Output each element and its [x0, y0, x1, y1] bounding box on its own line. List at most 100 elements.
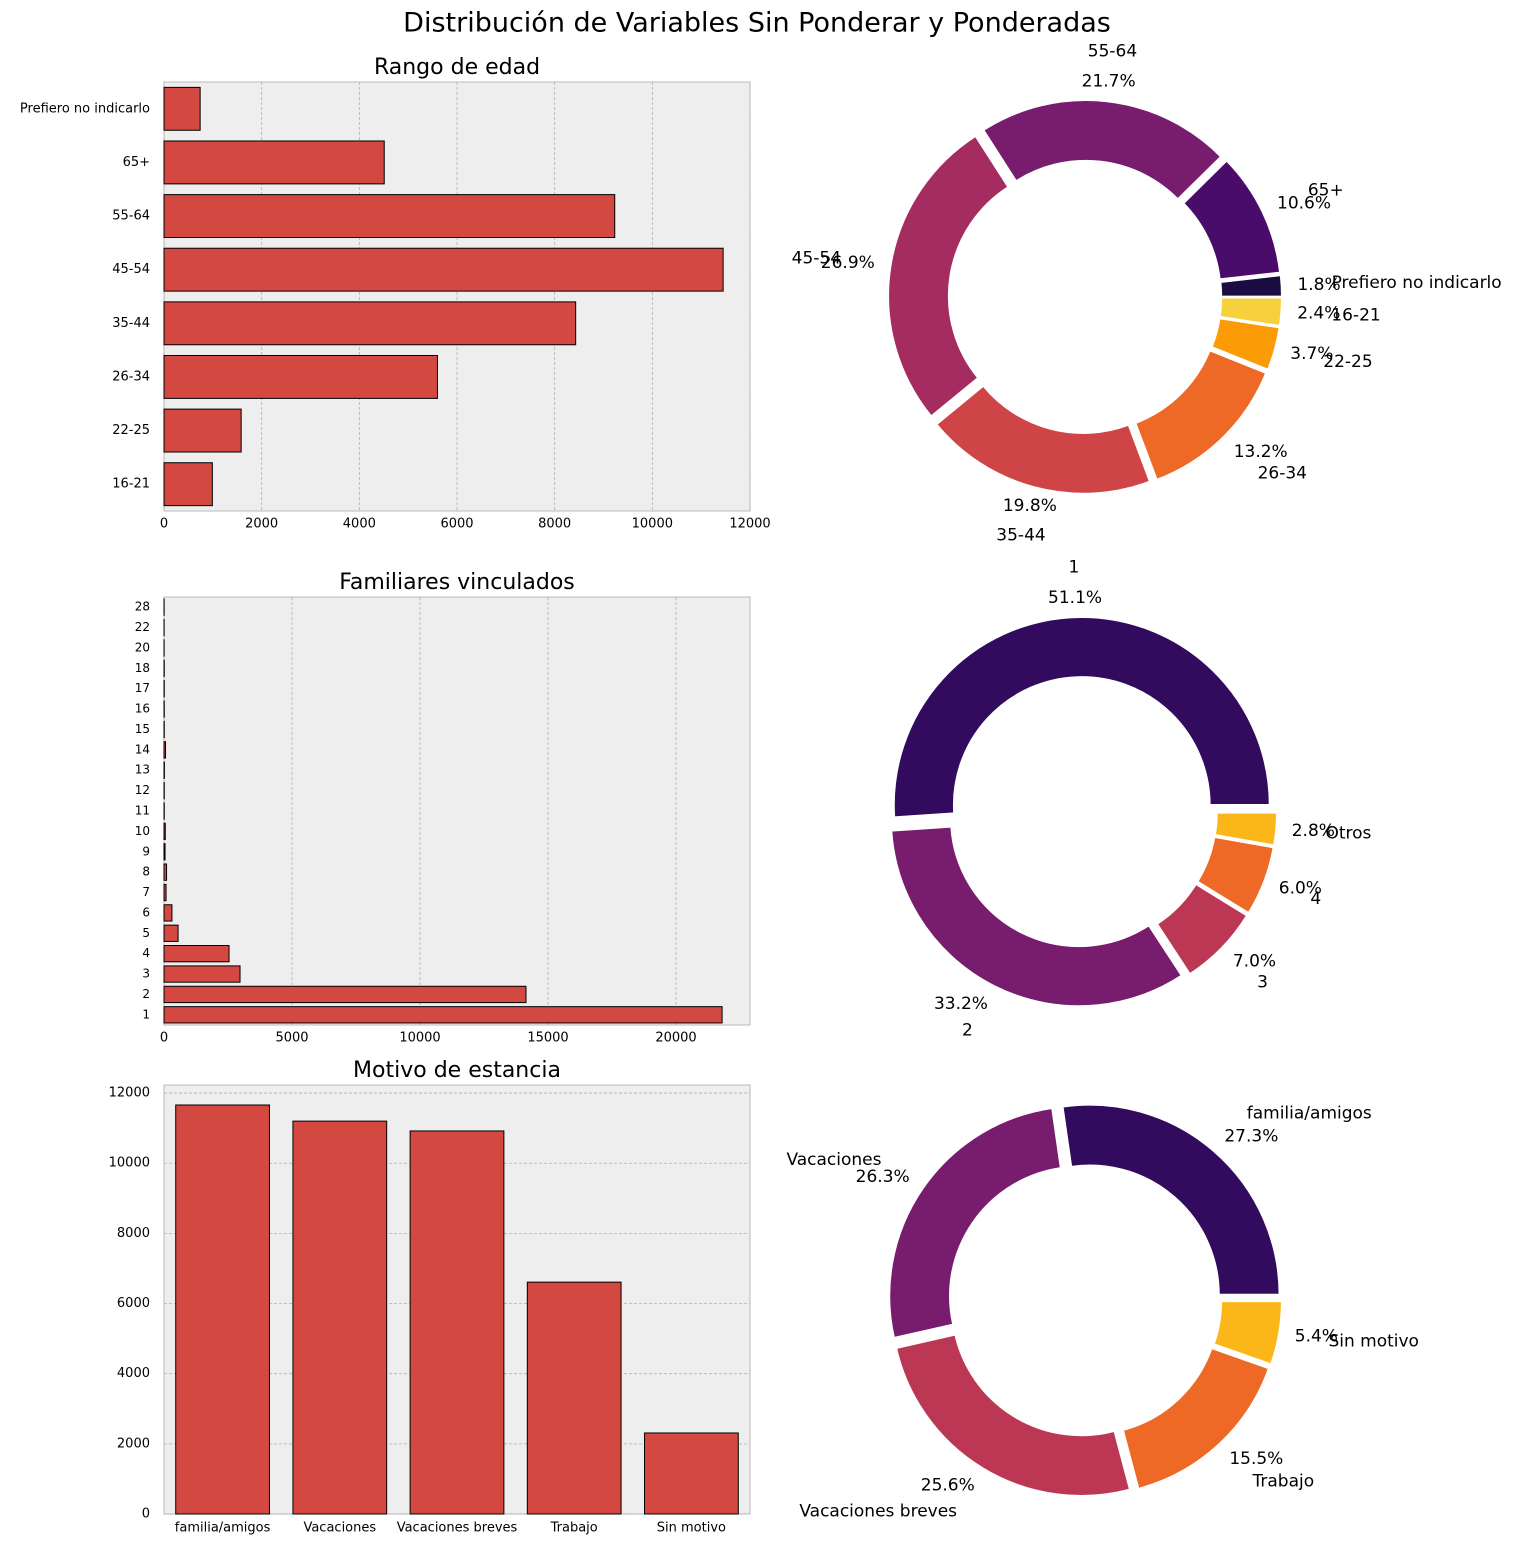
- slice-label: Vacaciones: [786, 1150, 881, 1170]
- y-tick-label: 8000: [117, 1226, 150, 1241]
- chart-title: Familiares vinculados: [339, 570, 575, 595]
- slice-percent: 27.3%: [1224, 1126, 1278, 1146]
- bar: [175, 1104, 270, 1515]
- y-tick-label: 16: [135, 702, 150, 716]
- x-tick-label: 6000: [440, 517, 473, 532]
- x-tick-label: 5000: [275, 1031, 308, 1046]
- bar: [163, 904, 173, 922]
- y-tick-label: 35-44: [112, 316, 150, 331]
- y-tick-label: 13: [135, 763, 150, 777]
- y-tick-label: 9: [142, 844, 150, 858]
- y-tick-label: 16-21: [112, 477, 150, 492]
- slice-percent: 51.1%: [1048, 588, 1102, 608]
- slice-label: 55-64: [1088, 42, 1137, 62]
- donut-slice: [1061, 1103, 1281, 1296]
- y-tick-label: 6000: [117, 1296, 150, 1311]
- bar: [163, 247, 724, 292]
- x-tick-label: Trabajo: [550, 1521, 598, 1536]
- y-tick-label: 10000: [109, 1156, 150, 1171]
- y-tick-label: 18: [135, 661, 150, 675]
- y-tick-label: 55-64: [112, 209, 150, 224]
- bar: [163, 194, 616, 239]
- y-tick-label: 14: [135, 742, 150, 756]
- donut-slice: [1181, 159, 1282, 281]
- x-tick-label: familia/amigos: [175, 1521, 271, 1536]
- bar: [409, 1130, 505, 1515]
- donut-slice: [1218, 296, 1283, 328]
- slice-percent: 10.6%: [1277, 194, 1331, 214]
- y-tick-label: 22: [135, 620, 150, 634]
- x-tick-label: 10000: [399, 1031, 440, 1046]
- slice-percent: 6.0%: [1279, 878, 1322, 898]
- figure-title: Distribución de Variables Sin Ponderar y…: [403, 8, 1111, 39]
- y-tick-label: 8: [142, 865, 150, 879]
- bar: [163, 843, 166, 861]
- bar: [526, 1281, 622, 1515]
- slice-percent: 21.7%: [1082, 72, 1136, 92]
- x-tick-label: 0: [160, 517, 168, 532]
- y-tick-label: 4000: [117, 1366, 150, 1381]
- slice-label: 16-21: [1331, 306, 1380, 326]
- y-tick-label: 3: [142, 967, 150, 981]
- donut-slice: [1219, 274, 1283, 298]
- x-tick-label: Vacaciones breves: [397, 1521, 518, 1536]
- slice-label: 2: [962, 1021, 973, 1041]
- donut-slice: [1210, 317, 1281, 372]
- y-tick-label: 1: [142, 1007, 150, 1021]
- donut-slice: [890, 825, 1184, 1008]
- y-tick-label: 65+: [123, 155, 150, 170]
- slice-percent: 19.8%: [1003, 496, 1057, 516]
- slice-label: 65+: [1308, 181, 1344, 201]
- donut-slice: [1134, 348, 1268, 482]
- slice-percent: 25.6%: [921, 1475, 975, 1495]
- bar: [163, 1006, 723, 1024]
- slice-label: 45-54: [792, 248, 841, 268]
- y-tick-label: 20: [135, 640, 150, 654]
- slice-label: Sin motivo: [1328, 1332, 1419, 1352]
- slice-label: 22-25: [1323, 352, 1372, 372]
- y-tick-label: 45-54: [112, 262, 150, 277]
- bar: [163, 945, 230, 963]
- slice-percent: 5.4%: [1295, 1327, 1338, 1347]
- y-tick-label: 2000: [117, 1436, 150, 1451]
- slice-label: Prefiero no indicarlo: [1332, 273, 1502, 293]
- y-tick-label: 5: [142, 926, 150, 940]
- x-tick-label: 4000: [343, 517, 376, 532]
- bar: [163, 140, 385, 185]
- donut-slice: [1155, 882, 1249, 976]
- y-tick-label: 2: [142, 987, 150, 1001]
- slice-label: 35-44: [996, 526, 1045, 546]
- bar: [292, 1120, 388, 1515]
- bar: [163, 301, 577, 346]
- bar: [163, 354, 438, 399]
- x-tick-label: 8000: [538, 517, 571, 532]
- chart-title: Motivo de estancia: [353, 1058, 561, 1083]
- plot-area: [163, 596, 751, 1026]
- donut-slice: [888, 1106, 1062, 1340]
- donut-slice: [887, 134, 1010, 418]
- bar: [163, 462, 213, 507]
- slice-percent: 3.7%: [1290, 344, 1333, 364]
- y-tick-label: 6: [142, 905, 150, 919]
- x-tick-label: 20000: [655, 1031, 696, 1046]
- bar: [163, 408, 242, 453]
- slice-percent: 2.8%: [1292, 821, 1335, 841]
- y-tick-label: 26-34: [112, 369, 150, 384]
- bar: [163, 86, 201, 131]
- donut-slice: [1195, 835, 1275, 915]
- bar: [163, 863, 168, 881]
- x-tick-label: Sin motivo: [657, 1521, 726, 1536]
- x-tick-label: 0: [160, 1031, 168, 1046]
- donut-slice: [981, 99, 1223, 201]
- y-tick-label: 15: [135, 722, 150, 736]
- slice-percent: 1.8%: [1297, 275, 1340, 295]
- slice-percent: 15.5%: [1229, 1449, 1283, 1469]
- slice-percent: 7.0%: [1233, 952, 1276, 972]
- slice-label: Otros: [1325, 823, 1371, 843]
- slice-label: Trabajo: [1252, 1472, 1315, 1492]
- slice-label: 4: [1310, 889, 1321, 909]
- slice-percent: 13.2%: [1234, 442, 1288, 462]
- donut-slice: [894, 1333, 1132, 1497]
- bar: [163, 822, 166, 841]
- slice-label: Vacaciones breves: [799, 1501, 957, 1521]
